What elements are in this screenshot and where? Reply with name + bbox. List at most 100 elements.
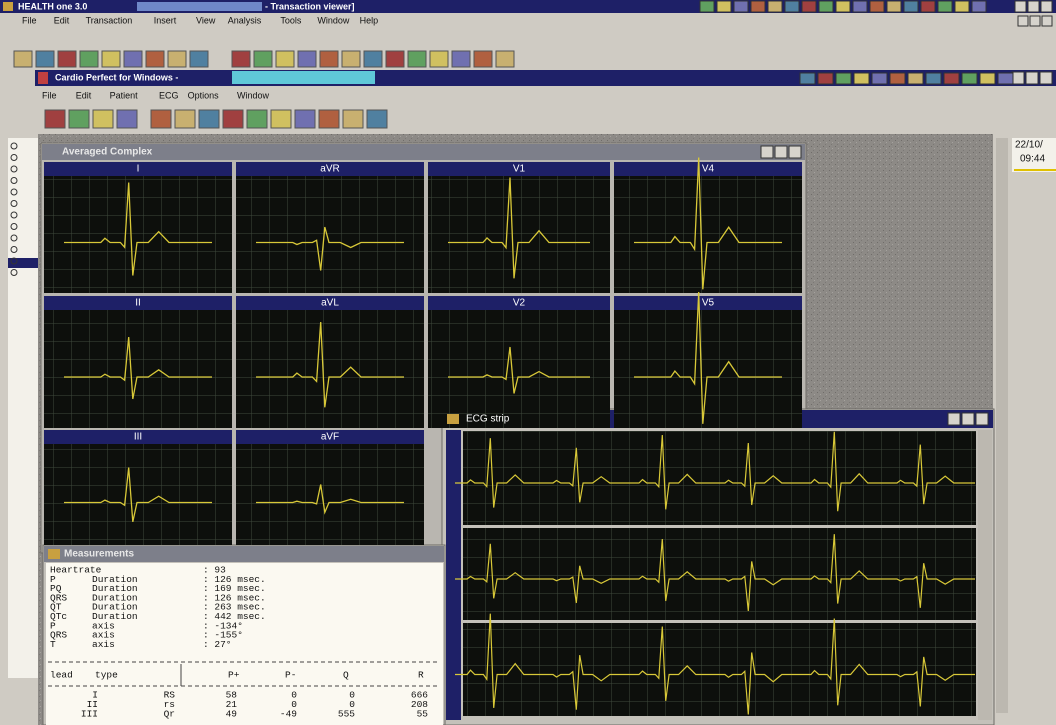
menu-item[interactable]: Transaction: [86, 15, 133, 25]
toolbar-button[interactable]: [254, 51, 272, 67]
toolbar-button[interactable]: [58, 51, 76, 67]
toolbar-button[interactable]: [998, 73, 1013, 84]
toolbar-button[interactable]: [785, 1, 799, 12]
toolbar-button[interactable]: [872, 73, 887, 84]
toolbar-button[interactable]: [836, 1, 850, 12]
window-button[interactable]: [962, 413, 974, 425]
menu-item[interactable]: Edit: [76, 90, 92, 100]
menu-item[interactable]: File: [42, 90, 57, 100]
toolbar-button[interactable]: [890, 73, 905, 84]
toolbar-button[interactable]: [800, 73, 815, 84]
window-button[interactable]: [775, 146, 787, 158]
toolbar-button[interactable]: [853, 1, 867, 12]
toolbar-button[interactable]: [223, 110, 243, 128]
toolbar-button[interactable]: [819, 1, 833, 12]
window-button[interactable]: [1018, 16, 1028, 26]
toolbar-button[interactable]: [271, 110, 291, 128]
toolbar-button[interactable]: [319, 110, 339, 128]
toolbar-button[interactable]: [14, 51, 32, 67]
toolbar-button[interactable]: [802, 1, 816, 12]
menu-item[interactable]: View: [196, 15, 216, 25]
toolbar-button[interactable]: [320, 51, 338, 67]
toolbar-button[interactable]: [972, 1, 986, 12]
window-button[interactable]: [976, 413, 988, 425]
toolbar-button[interactable]: [168, 51, 186, 67]
toolbar-button[interactable]: [717, 1, 731, 12]
window-button[interactable]: [1030, 16, 1040, 26]
toolbar-button[interactable]: [232, 51, 250, 67]
toolbar-button[interactable]: [452, 51, 470, 67]
toolbar-button[interactable]: [496, 51, 514, 67]
toolbar-button[interactable]: [962, 73, 977, 84]
toolbar-button[interactable]: [768, 1, 782, 12]
window-button[interactable]: [1012, 72, 1024, 84]
menu-item[interactable]: File: [22, 15, 37, 25]
toolbar-button[interactable]: [430, 51, 448, 67]
toolbar-button[interactable]: [146, 51, 164, 67]
toolbar-button[interactable]: [700, 1, 714, 12]
toolbar-button[interactable]: [926, 73, 941, 84]
window-button[interactable]: [1042, 16, 1052, 26]
menu-item[interactable]: ECG: [159, 90, 179, 100]
measurements-icon: [48, 549, 60, 559]
toolbar-button[interactable]: [980, 73, 995, 84]
toolbar-button[interactable]: [908, 73, 923, 84]
toolbar-button[interactable]: [904, 1, 918, 12]
toolbar-button[interactable]: [36, 51, 54, 67]
toolbar-button[interactable]: [944, 73, 959, 84]
menu-item[interactable]: Tools: [280, 15, 302, 25]
toolbar-button[interactable]: [921, 1, 935, 12]
menu-item[interactable]: Window: [237, 90, 270, 100]
toolbar-button[interactable]: [276, 51, 294, 67]
menu-item[interactable]: Analysis: [228, 15, 262, 25]
toolbar-button[interactable]: [474, 51, 492, 67]
window-button[interactable]: [1041, 1, 1052, 12]
toolbar-button[interactable]: [190, 51, 208, 67]
toolbar-button[interactable]: [124, 51, 142, 67]
toolbar-button[interactable]: [887, 1, 901, 12]
toolbar-button[interactable]: [69, 110, 89, 128]
window-button[interactable]: [789, 146, 801, 158]
toolbar-button[interactable]: [751, 1, 765, 12]
toolbar-button[interactable]: [93, 110, 113, 128]
toolbar-button[interactable]: [854, 73, 869, 84]
toolbar-button[interactable]: [102, 51, 120, 67]
toolbar-button[interactable]: [938, 1, 952, 12]
toolbar-button[interactable]: [367, 110, 387, 128]
toolbar-button[interactable]: [175, 110, 195, 128]
time: 09:44: [1020, 154, 1045, 165]
toolbar-button[interactable]: [342, 51, 360, 67]
toolbar-button[interactable]: [818, 73, 833, 84]
menu-item[interactable]: Help: [360, 15, 379, 25]
toolbar-button[interactable]: [295, 110, 315, 128]
toolbar-button[interactable]: [45, 110, 65, 128]
toolbar-button[interactable]: [343, 110, 363, 128]
lead-label: aVF: [321, 432, 339, 443]
window-button[interactable]: [1028, 1, 1039, 12]
window-button[interactable]: [1015, 1, 1026, 12]
toolbar-button[interactable]: [247, 110, 267, 128]
toolbar-button[interactable]: [870, 1, 884, 12]
menu-item[interactable]: Patient: [110, 90, 139, 100]
blurred-title: [137, 2, 262, 11]
window-button[interactable]: [761, 146, 773, 158]
cardio-title: Cardio Perfect for Windows -: [55, 72, 178, 82]
menu-item[interactable]: Options: [188, 90, 220, 100]
toolbar-button[interactable]: [955, 1, 969, 12]
toolbar-button[interactable]: [386, 51, 404, 67]
toolbar-button[interactable]: [199, 110, 219, 128]
menu-item[interactable]: Window: [317, 15, 350, 25]
toolbar-button[interactable]: [298, 51, 316, 67]
toolbar-button[interactable]: [836, 73, 851, 84]
toolbar-button[interactable]: [151, 110, 171, 128]
toolbar-button[interactable]: [364, 51, 382, 67]
menu-item[interactable]: Edit: [54, 15, 70, 25]
window-button[interactable]: [1040, 72, 1052, 84]
toolbar-button[interactable]: [80, 51, 98, 67]
toolbar-button[interactable]: [408, 51, 426, 67]
window-button[interactable]: [948, 413, 960, 425]
window-button[interactable]: [1026, 72, 1038, 84]
menu-item[interactable]: Insert: [154, 15, 177, 25]
toolbar-button[interactable]: [734, 1, 748, 12]
toolbar-button[interactable]: [117, 110, 137, 128]
